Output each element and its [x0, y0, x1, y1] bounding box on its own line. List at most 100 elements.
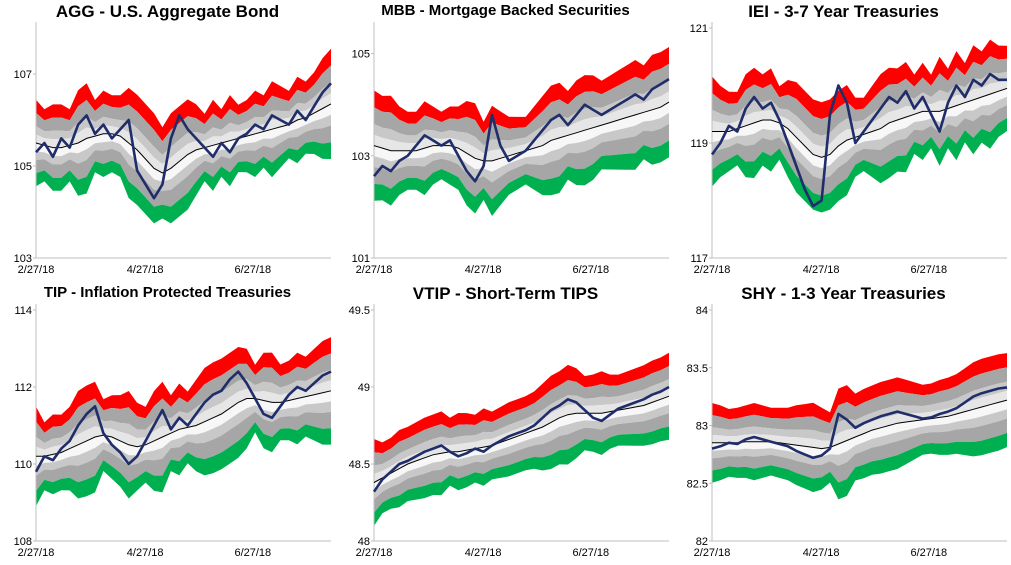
moving-average-line — [712, 399, 1008, 450]
band-darkgray-lower — [712, 105, 1007, 196]
band-green-lower — [712, 118, 1007, 213]
y-tick-label: 83.5 — [687, 363, 708, 375]
band-red-upper — [374, 352, 669, 454]
chart-panel-mbb: MBB - Mortgage Backed Securities 101 103 1… — [338, 0, 673, 282]
x-tick-label: 2/27/18 — [18, 264, 55, 276]
price-line — [35, 82, 332, 200]
band-light-upper — [374, 91, 669, 161]
band-light-lower — [36, 103, 331, 182]
band-green-lower — [36, 141, 331, 224]
band-light-upper — [374, 387, 669, 483]
moving-average-line — [373, 395, 670, 483]
band-red-upper — [36, 48, 331, 142]
x-tick-label: 4/27/18 — [127, 547, 164, 559]
y-tick-label: 82 — [696, 536, 708, 548]
x-tick-label: 6/27/18 — [572, 264, 609, 276]
band-red-upper — [374, 47, 669, 134]
band-green-lower — [712, 432, 1007, 500]
band-darkgray-upper — [712, 367, 1007, 434]
band-light-upper — [712, 80, 1007, 158]
chart-svg: 101 103 105 2/27/18 4/27/18 6/27/18 — [352, 22, 670, 276]
y-tick-label: 49.5 — [349, 305, 370, 317]
band-midgray-lower — [374, 404, 669, 500]
band-darkgray-lower — [374, 413, 669, 513]
y-tick-label: 84 — [696, 305, 708, 317]
x-tick-label: 6/27/18 — [234, 264, 271, 276]
x-tick-label: 6/27/18 — [572, 547, 609, 559]
band-midgray-upper — [374, 80, 669, 154]
band-red-upper — [712, 353, 1007, 424]
band-darkgray-upper — [36, 353, 331, 443]
y-tick-label: 121 — [690, 23, 708, 35]
chart-panel-shy: SHY - 1-3 Year Treasuries 82 82.5 83 83.5 84… — [676, 282, 1011, 565]
chart-svg: 103 105 107 2/27/18 4/27/18 6/27/18 — [14, 22, 332, 276]
y-tick-label: 114 — [14, 305, 32, 317]
chart-title: MBB - Mortgage Backed Securities — [381, 2, 630, 19]
band-midgray-upper — [36, 82, 331, 164]
band-light-lower — [712, 88, 1007, 169]
y-tick-label: 101 — [352, 253, 370, 265]
y-tick-label: 83 — [696, 421, 708, 433]
band-darkgray-lower — [712, 418, 1007, 483]
x-tick-label: 2/27/18 — [356, 264, 393, 276]
band-midgray-lower — [712, 96, 1007, 179]
price-line — [372, 77, 670, 183]
price-line — [711, 386, 1008, 460]
y-tick-label: 117 — [690, 253, 708, 265]
band-green-lower — [374, 140, 669, 216]
chart-svg: 108 110 112 114 2/27/18 4/27/18 6/27/18 — [14, 304, 332, 559]
y-tick-label: 103 — [14, 253, 32, 265]
band-midgray-upper — [36, 369, 331, 450]
chart-svg: 82 82.5 83 83.5 84 2/27/18 4/27/18 6/27/18 — [687, 304, 1008, 559]
chart-title: TIP - Inflation Protected Treasuries — [43, 284, 292, 301]
price-line — [372, 385, 670, 493]
band-darkgray-lower — [36, 125, 331, 207]
band-red-upper — [36, 337, 331, 433]
price-line — [710, 72, 1007, 208]
y-tick-label: 112 — [14, 382, 32, 394]
band-midgray-lower — [712, 409, 1007, 466]
x-tick-label: 4/27/18 — [803, 547, 840, 559]
chart-svg: 117 119 121 2/27/18 4/27/18 6/27/18 — [690, 22, 1008, 276]
y-tick-label: 105 — [14, 161, 32, 173]
band-darkgray-upper — [36, 65, 331, 155]
x-tick-label: 2/27/18 — [18, 547, 55, 559]
chart-panel-iei: IEI - 3-7 Year Treasuries 117 119 121 2/27/… — [676, 0, 1011, 282]
chart-title: VTIP - Short-Term TIPS — [412, 284, 599, 303]
y-tick-label: 48 — [358, 536, 370, 548]
band-green-lower — [374, 426, 669, 526]
x-tick-label: 2/27/18 — [356, 547, 393, 559]
chart-svg: 48 48.5 49 49.5 2/27/18 4/27/18 6/27/18 — [349, 304, 670, 559]
chart-panel-agg: AGG - U.S. Aggregate Bond 103 105 107 2/27/… — [0, 0, 335, 282]
y-tick-label: 103 — [352, 151, 370, 163]
y-tick-label: 49 — [358, 382, 370, 394]
band-midgray-upper — [712, 381, 1007, 441]
x-tick-label: 6/27/18 — [910, 264, 947, 276]
chart-panel-vtip: VTIP - Short-Term TIPS 48 48.5 49 49.5 2/27/… — [338, 282, 673, 565]
price-line — [34, 370, 332, 473]
band-darkgray-upper — [374, 366, 669, 466]
x-tick-label: 6/27/18 — [234, 547, 271, 559]
x-tick-label: 2/27/18 — [694, 547, 731, 559]
band-light-upper — [36, 380, 331, 457]
x-tick-label: 4/27/18 — [465, 547, 502, 559]
y-tick-label: 108 — [14, 536, 32, 548]
x-tick-label: 4/27/18 — [803, 264, 840, 276]
band-darkgray-lower — [36, 411, 331, 491]
chart-title: IEI - 3-7 Year Treasuries — [748, 2, 939, 21]
band-darkgray-upper — [374, 63, 669, 146]
y-tick-label: 82.5 — [687, 478, 708, 490]
band-midgray-upper — [374, 379, 669, 474]
chart-title: SHY - 1-3 Year Treasuries — [741, 284, 946, 303]
chart-panel-tip: TIP - Inflation Protected Treasuries 108… — [0, 282, 335, 565]
band-midgray-lower — [36, 401, 331, 476]
band-darkgray-upper — [712, 56, 1007, 136]
band-red-upper — [712, 39, 1007, 119]
y-tick-label: 107 — [14, 69, 32, 81]
x-tick-label: 4/27/18 — [127, 264, 164, 276]
band-midgray-upper — [712, 71, 1007, 147]
y-tick-label: 48.5 — [349, 459, 370, 471]
y-tick-label: 110 — [14, 459, 32, 471]
band-midgray-lower — [36, 114, 331, 191]
x-tick-label: 6/27/18 — [910, 547, 947, 559]
